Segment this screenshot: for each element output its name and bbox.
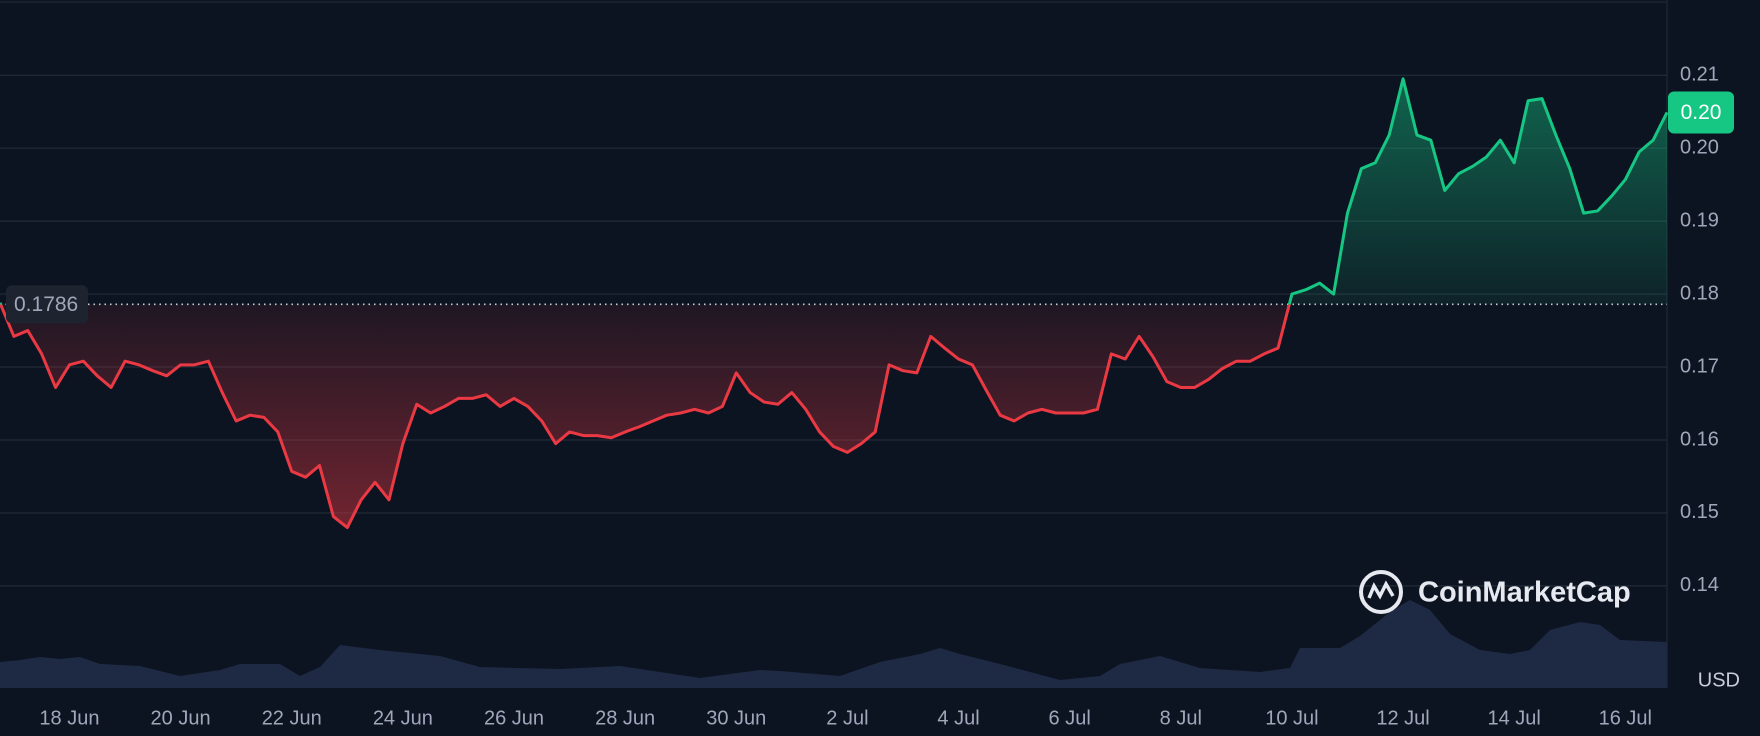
y-tick-label: 0.16 [1680,428,1719,450]
x-tick-label: 12 Jul [1376,707,1429,729]
current-price-label: 0.20 [1681,101,1722,124]
y-tick-label: 0.18 [1680,282,1719,304]
y-tick-label: 0.19 [1680,209,1719,231]
watermark-logo-mark [1367,580,1395,600]
x-tick-label: 22 Jun [262,707,322,729]
baseline-label: 0.1786 [14,293,78,316]
x-tick-label: 6 Jul [1049,707,1091,729]
watermark-logo [1359,570,1403,614]
y-tick-label: 0.17 [1680,355,1719,377]
baseline-label-box [6,285,88,324]
x-tick-label: 16 Jul [1599,707,1652,729]
x-tick-label: 30 Jun [706,707,766,729]
unit-label: USD [1698,669,1740,691]
plot: 0.1786 0.20 [0,77,1734,530]
x-tick-label: 28 Jun [595,707,655,729]
y-tick-label: 0.20 [1680,136,1719,158]
x-tick-label: 14 Jul [1488,707,1541,729]
x-tick-label: 8 Jul [1160,707,1202,729]
x-tick-label: 20 Jun [151,707,211,729]
x-tick-label: 10 Jul [1265,707,1318,729]
y-tick-label: 0.15 [1680,501,1719,523]
watermark-text: CoinMarketCap [1418,577,1631,609]
x-tick-label: 26 Jun [484,707,544,729]
price-line [0,77,1669,530]
y-tick-label: 0.14 [1680,574,1719,596]
x-tick-label: 2 Jul [826,707,868,729]
volume-area [0,600,1667,688]
y-tick-label: 0.21 [1680,64,1719,86]
area-fill [0,78,1667,528]
x-tick-label: 24 Jun [373,707,433,729]
current-price-badge [1668,91,1734,134]
x-tick-label: 4 Jul [937,707,979,729]
x-tick-label: 18 Jun [39,707,99,729]
watermark: CoinMarketCap [1359,570,1631,614]
